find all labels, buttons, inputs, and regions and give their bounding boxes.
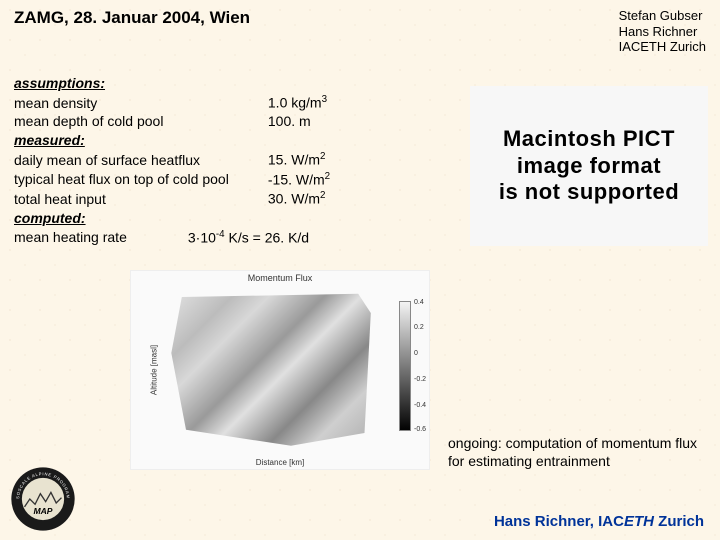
value-mean-density: 1.0 kg/m3 <box>268 93 327 113</box>
cb-tick-5: -0.6 <box>414 426 426 433</box>
parameters-block: assumptions: mean density 1.0 kg/m3 mean… <box>14 74 330 247</box>
chart-colorbar: 0.4 0.2 0 -0.2 -0.4 -0.6 <box>399 301 411 431</box>
value-heating-rate: 3·10-4 K/s = 26. K/d <box>188 228 309 248</box>
chart-xlabel: Distance [km] <box>131 458 429 467</box>
section-computed: computed: <box>14 209 330 228</box>
label-typical-heatflux: typical heat flux on top of cold pool <box>14 170 264 189</box>
value-typical-heatflux: -15. W/m2 <box>268 170 330 190</box>
row-daily-heatflux: daily mean of surface heatflux 15. W/m2 <box>14 150 330 170</box>
cb-tick-1: 0.2 <box>414 324 424 331</box>
row-mean-density: mean density 1.0 kg/m3 <box>14 93 330 113</box>
cb-tick-0: 0.4 <box>414 299 424 306</box>
row-typical-heatflux: typical heat flux on top of cold pool -1… <box>14 170 330 190</box>
label-total-heat: total heat input <box>14 190 264 209</box>
chart-surface <box>165 289 375 449</box>
pict-line-3: is not supported <box>499 179 679 205</box>
pict-line-1: Macintosh PICT <box>499 126 679 152</box>
row-heating-rate: mean heating rate 3·10-4 K/s = 26. K/d <box>14 228 330 248</box>
row-total-heat: total heat input 30. W/m2 <box>14 189 330 209</box>
cb-tick-2: 0 <box>414 350 418 357</box>
cb-tick-3: -0.2 <box>414 376 426 383</box>
footer-eth: ETH <box>624 513 654 530</box>
section-measured: measured: <box>14 131 330 150</box>
footer-name: Hans Richner, IAC <box>494 513 624 530</box>
value-mean-depth: 100. m <box>268 112 311 131</box>
ongoing-text: ongoing: computation of momentum flux fo… <box>448 435 698 470</box>
label-daily-heatflux: daily mean of surface heatflux <box>14 151 264 170</box>
author-affiliation: IACETH Zurich <box>619 39 706 55</box>
header-venue: ZAMG, 28. Januar 2004, Wien <box>14 8 250 55</box>
footer-credit: Hans Richner, IACETH Zurich <box>494 513 704 530</box>
pict-line-2: image format <box>499 153 679 179</box>
value-daily-heatflux: 15. W/m2 <box>268 150 326 170</box>
slide-header: ZAMG, 28. Januar 2004, Wien Stefan Gubse… <box>0 0 720 59</box>
map-logo: MAP MESOSCALE ALPINE PROGRAMME <box>10 466 76 532</box>
value-total-heat: 30. W/m2 <box>268 189 326 209</box>
row-mean-depth: mean depth of cold pool 100. m <box>14 112 330 131</box>
section-assumptions: assumptions: <box>14 74 330 93</box>
chart-ylabel: Altitude [masl] <box>150 345 159 395</box>
pict-placeholder: Macintosh PICT image format is not suppo… <box>470 86 708 246</box>
cb-tick-4: -0.4 <box>414 402 426 409</box>
momentum-flux-chart: Momentum Flux Altitude [masl] Distance [… <box>130 270 430 470</box>
author-1: Stefan Gubser <box>619 8 706 24</box>
chart-title: Momentum Flux <box>131 273 429 283</box>
logo-text-map: MAP <box>33 506 52 516</box>
header-authors: Stefan Gubser Hans Richner IACETH Zurich <box>619 8 706 55</box>
footer-city: Zurich <box>654 513 704 530</box>
label-heating-rate: mean heating rate <box>14 228 184 247</box>
label-mean-depth: mean depth of cold pool <box>14 112 264 131</box>
label-mean-density: mean density <box>14 94 264 113</box>
author-2: Hans Richner <box>619 24 706 40</box>
